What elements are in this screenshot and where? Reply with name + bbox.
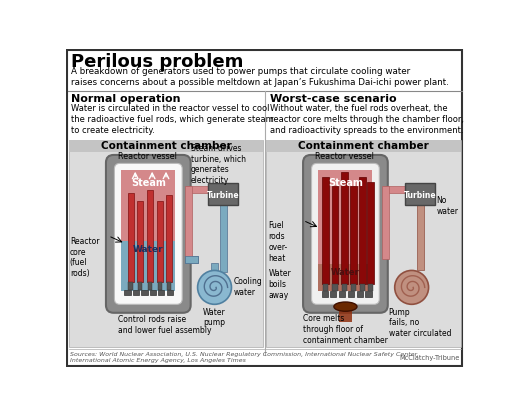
- Bar: [339, 307, 352, 322]
- Bar: [367, 183, 374, 284]
- Text: Sources: World Nuclear Association, U.S. Nuclear Regulatory Commission, Internat: Sources: World Nuclear Association, U.S.…: [70, 351, 418, 362]
- Bar: [158, 290, 164, 295]
- Text: Water: Water: [133, 244, 163, 254]
- Bar: [331, 186, 339, 284]
- FancyBboxPatch shape: [114, 164, 182, 304]
- Text: Pump
fails, no
water circulated: Pump fails, no water circulated: [389, 307, 451, 337]
- Text: Water is circulated in the reactor vessel to cool
the radioactive fuel rods, whi: Water is circulated in the reactor vesse…: [71, 103, 274, 135]
- Bar: [220, 206, 227, 272]
- Bar: [187, 186, 226, 193]
- FancyBboxPatch shape: [106, 156, 191, 313]
- Ellipse shape: [334, 302, 357, 311]
- Text: Turbine: Turbine: [404, 190, 436, 199]
- Text: Without water, the fuel rods overheat, the
reactor core melts through the chambe: Without water, the fuel rods overheat, t…: [270, 103, 464, 135]
- Bar: [366, 292, 372, 297]
- Bar: [405, 184, 435, 206]
- Text: Normal operation: Normal operation: [71, 93, 181, 103]
- Bar: [359, 177, 366, 284]
- Bar: [339, 292, 345, 297]
- Bar: [318, 265, 372, 292]
- Circle shape: [197, 271, 232, 304]
- Bar: [211, 263, 218, 271]
- Text: Steam: Steam: [131, 177, 166, 187]
- Bar: [121, 242, 175, 292]
- Bar: [199, 285, 223, 292]
- Circle shape: [394, 271, 429, 304]
- Bar: [348, 292, 354, 297]
- Bar: [166, 195, 172, 282]
- Text: A breakdown of generators used to power pumps that circulate cooling water
raise: A breakdown of generators used to power …: [71, 66, 449, 87]
- Bar: [147, 190, 153, 282]
- Bar: [167, 282, 172, 290]
- Bar: [266, 140, 461, 348]
- Bar: [322, 292, 328, 297]
- Bar: [208, 184, 238, 206]
- Bar: [185, 186, 192, 259]
- Bar: [417, 206, 424, 271]
- Text: McClatchy-Tribune: McClatchy-Tribune: [400, 354, 460, 361]
- Text: Containment chamber: Containment chamber: [101, 141, 232, 151]
- Bar: [167, 290, 173, 295]
- Text: Steam: Steam: [328, 177, 363, 187]
- FancyBboxPatch shape: [303, 156, 388, 313]
- Bar: [185, 256, 197, 263]
- Bar: [360, 284, 366, 292]
- Bar: [69, 140, 263, 348]
- Text: Perilous problem: Perilous problem: [71, 52, 244, 71]
- Text: Worst-case scenario: Worst-case scenario: [270, 93, 397, 103]
- Bar: [322, 177, 329, 284]
- Bar: [417, 184, 424, 193]
- Bar: [147, 282, 152, 290]
- Text: Control rods raise
and lower fuel assembly: Control rods raise and lower fuel assemb…: [117, 315, 211, 335]
- Text: Steam drives
turbine, which
generates
electricity: Steam drives turbine, which generates el…: [191, 144, 246, 185]
- Text: Water
boils
away: Water boils away: [268, 268, 291, 299]
- Bar: [69, 140, 263, 152]
- Text: Reactor vessel: Reactor vessel: [315, 152, 373, 161]
- Text: Reactor
core
(fuel
rods): Reactor core (fuel rods): [70, 236, 99, 278]
- FancyBboxPatch shape: [312, 164, 379, 304]
- Text: Containment chamber: Containment chamber: [298, 141, 429, 151]
- Text: Fuel
rods
over-
heat: Fuel rods over- heat: [268, 221, 287, 262]
- Bar: [357, 292, 363, 297]
- Bar: [384, 186, 423, 193]
- Bar: [133, 290, 139, 295]
- Bar: [266, 140, 461, 152]
- Bar: [185, 256, 197, 263]
- Bar: [330, 292, 336, 297]
- Bar: [158, 282, 162, 290]
- Bar: [157, 202, 163, 282]
- Bar: [150, 290, 156, 295]
- Bar: [368, 284, 373, 292]
- Bar: [138, 282, 142, 290]
- Text: Water
pump: Water pump: [203, 307, 226, 327]
- Bar: [383, 186, 389, 259]
- Bar: [351, 284, 356, 292]
- Bar: [141, 290, 147, 295]
- Bar: [323, 284, 328, 292]
- Bar: [137, 202, 143, 282]
- Bar: [128, 194, 134, 282]
- Text: Cooling
water: Cooling water: [234, 276, 263, 296]
- Bar: [342, 284, 347, 292]
- Bar: [128, 282, 133, 290]
- Text: No
water: No water: [436, 195, 458, 215]
- Text: Water: Water: [331, 268, 360, 277]
- Bar: [318, 171, 372, 265]
- Bar: [125, 290, 131, 295]
- Bar: [341, 173, 348, 284]
- Text: Core melts
through floor of
containment chamber: Core melts through floor of containment …: [303, 313, 388, 344]
- Bar: [220, 184, 227, 193]
- Bar: [121, 171, 175, 242]
- Text: Reactor vessel: Reactor vessel: [117, 152, 176, 161]
- Bar: [350, 186, 357, 284]
- Bar: [332, 284, 338, 292]
- Text: Turbine: Turbine: [207, 190, 239, 199]
